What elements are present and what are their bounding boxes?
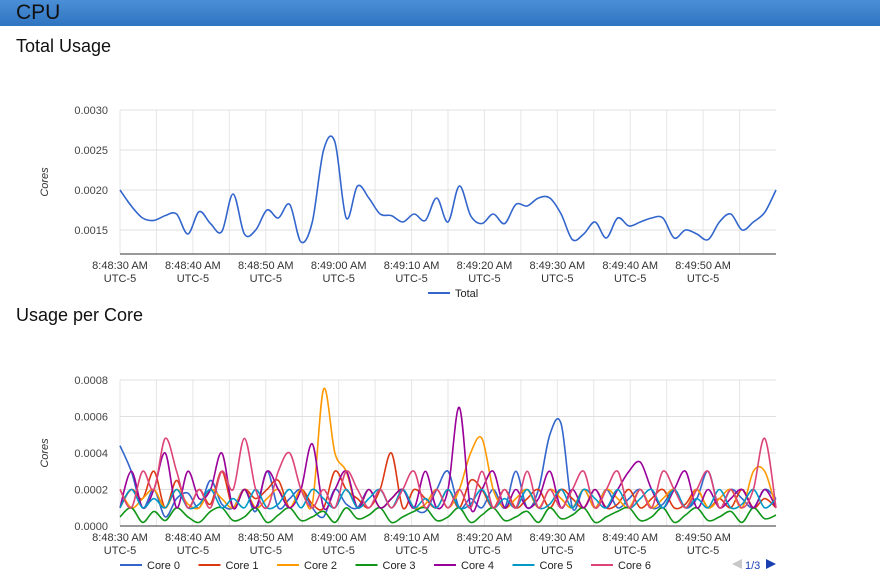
legend-page-label: 1/3 — [745, 560, 760, 572]
series-line-core-5 — [119, 488, 777, 510]
x-tick-label: 8:49:30 AM — [530, 260, 586, 272]
y-tick-label: 0.0025 — [74, 145, 108, 157]
x-tick-label: 8:48:30 AM — [92, 532, 148, 544]
x-tick-tz: UTC-5 — [104, 545, 136, 557]
page-title: CPU — [16, 1, 61, 24]
legend-label: Core 5 — [540, 560, 573, 572]
x-tick-tz: UTC-5 — [468, 545, 500, 557]
x-tick-tz: UTC-5 — [687, 273, 719, 285]
x-tick-tz: UTC-5 — [250, 545, 282, 557]
legend-label: Core 0 — [147, 560, 180, 572]
series-line-core-3 — [119, 506, 777, 524]
legend-label: Core 3 — [383, 560, 416, 572]
y-tick-label: 0.0008 — [74, 375, 108, 387]
x-tick-label: 8:49:30 AM — [530, 532, 586, 544]
x-tick-label: 8:49:20 AM — [457, 532, 513, 544]
x-tick-label: 8:48:50 AM — [238, 260, 294, 272]
x-tick-tz: UTC-5 — [614, 273, 646, 285]
legend-label: Core 2 — [304, 560, 337, 572]
x-tick-tz: UTC-5 — [104, 273, 136, 285]
y-tick-label: 0.0000 — [74, 521, 108, 533]
x-tick-label: 8:49:40 AM — [602, 260, 658, 272]
legend-label: Core 4 — [461, 560, 494, 572]
x-tick-tz: UTC-5 — [322, 545, 354, 557]
x-tick-label: 8:49:20 AM — [457, 260, 513, 272]
legend-prev-icon — [732, 559, 742, 569]
x-tick-tz: UTC-5 — [250, 273, 282, 285]
x-tick-tz: UTC-5 — [177, 273, 209, 285]
x-tick-tz: UTC-5 — [322, 273, 354, 285]
y-tick-label: 0.0006 — [74, 412, 108, 424]
y-tick-label: 0.0030 — [74, 105, 108, 117]
x-tick-label: 8:49:00 AM — [311, 532, 367, 544]
series-line-core-6 — [119, 437, 777, 510]
y-tick-label: 0.0015 — [74, 225, 108, 237]
series-line-total — [119, 135, 777, 244]
x-tick-label: 8:48:40 AM — [165, 532, 221, 544]
x-tick-tz: UTC-5 — [541, 273, 573, 285]
x-tick-label: 8:49:10 AM — [384, 532, 440, 544]
header-bar: CPU — [0, 0, 880, 26]
x-tick-label: 8:48:30 AM — [92, 260, 148, 272]
x-tick-tz: UTC-5 — [177, 545, 209, 557]
x-tick-label: 8:48:50 AM — [238, 532, 294, 544]
x-tick-label: 8:49:00 AM — [311, 260, 367, 272]
legend-next-icon — [766, 559, 776, 569]
x-tick-label: 8:49:40 AM — [602, 532, 658, 544]
x-tick-label: 8:49:10 AM — [384, 260, 440, 272]
x-tick-label: 8:48:40 AM — [165, 260, 221, 272]
x-tick-tz: UTC-5 — [395, 273, 427, 285]
series-line-core-0 — [119, 418, 777, 519]
y-tick-label: 0.0004 — [74, 448, 108, 460]
x-tick-tz: UTC-5 — [395, 545, 427, 557]
x-tick-tz: UTC-5 — [541, 545, 573, 557]
y-tick-label: 0.0002 — [74, 485, 108, 497]
x-tick-tz: UTC-5 — [614, 545, 646, 557]
legend-label: Core 6 — [618, 560, 651, 572]
x-tick-tz: UTC-5 — [468, 273, 500, 285]
legend-label: Core 1 — [226, 560, 259, 572]
y-axis-label: Cores — [39, 167, 51, 197]
x-tick-label: 8:49:50 AM — [675, 260, 731, 272]
legend-label: Total — [455, 288, 478, 300]
x-tick-tz: UTC-5 — [687, 545, 719, 557]
x-tick-label: 8:49:50 AM — [675, 532, 731, 544]
section-title-total-usage: Total Usage — [16, 36, 112, 56]
y-tick-label: 0.0020 — [74, 185, 108, 197]
section-title-usage-per-core: Usage per Core — [16, 305, 144, 325]
y-axis-label: Cores — [39, 438, 51, 468]
